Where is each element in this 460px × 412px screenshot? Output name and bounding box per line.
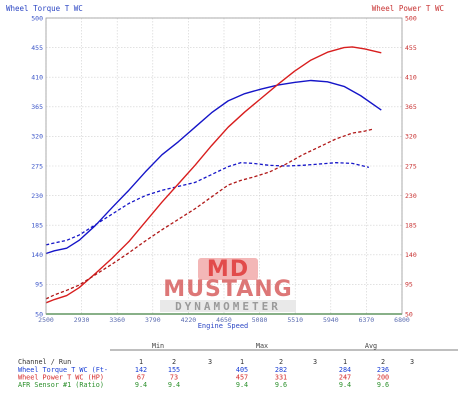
x-tick-label: 6370: [359, 316, 375, 324]
table-cell: 9.4: [168, 381, 180, 389]
table-cell: 405: [236, 366, 248, 374]
table-cell: 142: [135, 366, 147, 374]
table-run-header: 1: [343, 358, 347, 366]
table-cell: 331: [275, 374, 287, 382]
logo-badge: [198, 258, 258, 280]
table-row-label: AFR Sensor #1 (Ratio): [18, 381, 104, 389]
table-run-header: 1: [139, 358, 143, 366]
left-axis-title: Wheel Torque T WC: [6, 4, 83, 13]
table-row-label: Wheel Torque T WC (Ft-: [18, 366, 108, 374]
table-cell: 155: [168, 366, 180, 374]
left-tick-label: 275: [31, 162, 43, 170]
logo-sub-bar: [160, 300, 296, 312]
right-tick-label: 410: [405, 74, 417, 82]
right-axis-title: Wheel Power T WC: [372, 4, 444, 13]
right-tick-label: 230: [405, 192, 417, 200]
table-cell: 282: [275, 366, 287, 374]
logo-sub: DYNAMOMETER: [175, 300, 281, 313]
table-group-header: Min: [152, 342, 164, 350]
right-tick-label: 455: [405, 44, 417, 52]
left-tick-label: 95: [35, 281, 43, 289]
stats-table: Min Max Avg Channel / Run 1 2 3 1 2 3 1 2 3 Wheel Tor…: [18, 342, 458, 389]
table-cell: 200: [377, 374, 389, 382]
table-cell: 9.4: [339, 381, 351, 389]
right-tick-label: 320: [405, 133, 417, 141]
right-tick-label: 365: [405, 103, 417, 111]
right-tick-label: 185: [405, 222, 417, 230]
series-line-3: [45, 128, 374, 300]
x-tick-label: 5510: [287, 316, 303, 324]
table-cell: 247: [339, 374, 351, 382]
right-tick-label: 95: [405, 281, 413, 289]
table-cell: 457: [236, 374, 248, 382]
x-axis-title: Engine Speed: [198, 322, 249, 330]
table-run-header: 1: [240, 358, 244, 366]
table-cell: 67: [137, 374, 145, 382]
left-tick-label: 140: [31, 251, 43, 259]
left-tick-label: 320: [31, 133, 43, 141]
table-cell: 9.4: [135, 381, 147, 389]
table-cell: 284: [339, 366, 351, 374]
table-cell: 236: [377, 366, 389, 374]
table-cell: 9.6: [275, 381, 287, 389]
table-cell: 9.4: [236, 381, 248, 389]
right-tick-label: 140: [405, 251, 417, 259]
left-tick-label: 455: [31, 44, 43, 52]
x-tick-label: 5080: [252, 316, 268, 324]
table-group-header: Max: [256, 342, 268, 350]
series-line-0: [45, 79, 382, 255]
x-tick-label: 6800: [394, 316, 410, 324]
right-tick-label: 275: [405, 162, 417, 170]
x-tick-label: 2930: [74, 316, 90, 324]
table-run-header: 3: [208, 358, 212, 366]
left-tick-label: 410: [31, 74, 43, 82]
table-run-header: 2: [279, 358, 283, 366]
table-row-label: Wheel Power T WC (HP): [18, 374, 104, 382]
table-cell: 9.6: [377, 381, 389, 389]
x-tick-label: 4220: [181, 316, 197, 324]
table-cell: 73: [170, 374, 178, 382]
x-tick-label: 4650: [216, 316, 232, 324]
mustang-dynamometer-logo: MD MUSTANG DYNAMOMETER: [160, 257, 296, 313]
series-line-1: [45, 162, 370, 246]
table-run-header: 2: [172, 358, 176, 366]
left-tick-label: 500: [31, 14, 43, 22]
table-run-header: 2: [381, 358, 385, 366]
logo-brand: MUSTANG: [163, 277, 292, 302]
table-run-header: 3: [410, 358, 414, 366]
x-tick-label: 5940: [323, 316, 339, 324]
axes: 50 50 95 95 140 140 185 185 230 230 275 275 320 320 36…: [31, 14, 417, 324]
left-tick-label: 50: [35, 310, 43, 318]
left-tick-label: 365: [31, 103, 43, 111]
x-tick-label: 3790: [145, 316, 161, 324]
right-tick-label: 500: [405, 14, 417, 22]
left-tick-label: 185: [31, 222, 43, 230]
table-run-header: 3: [313, 358, 317, 366]
plot-frame: [45, 17, 403, 315]
x-tick-label: 3360: [109, 316, 125, 324]
logo-letters: MD: [207, 257, 249, 282]
x-tick-label: 2500: [38, 316, 54, 324]
table-header-label: Channel / Run: [18, 358, 71, 366]
left-tick-label: 230: [31, 192, 43, 200]
right-tick-label: 50: [405, 310, 413, 318]
table-group-header: Avg: [365, 342, 377, 350]
